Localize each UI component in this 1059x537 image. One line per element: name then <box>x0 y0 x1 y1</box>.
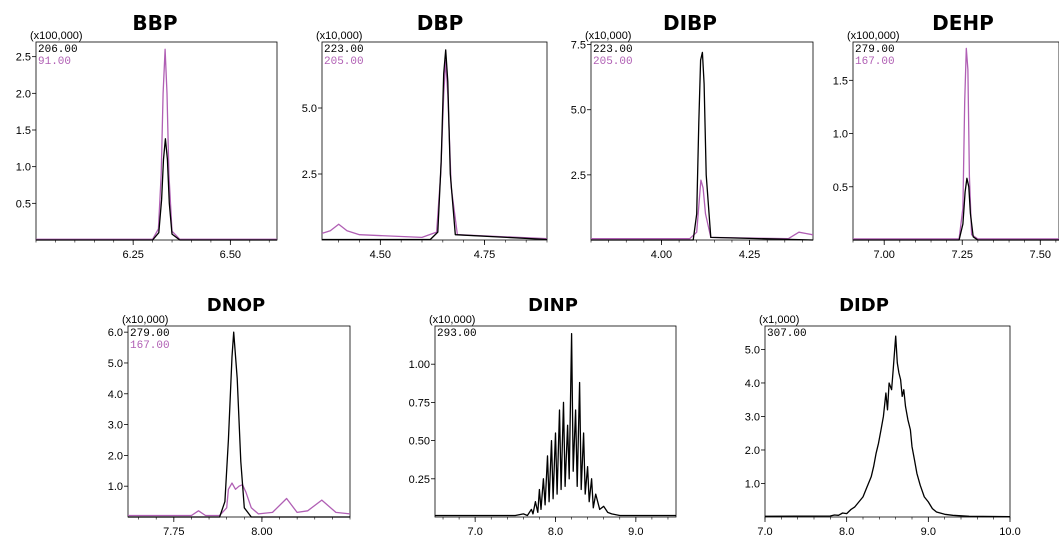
bbp-ion-label: 206.00 <box>38 44 78 56</box>
dibp-title: DIBP <box>663 11 717 35</box>
dnop-trace-purple <box>128 482 351 517</box>
dinp-ytick-label: 0.75 <box>409 397 430 409</box>
dnop-title: DNOP <box>207 295 266 316</box>
didp-multiplier: (x1,000) <box>759 314 799 326</box>
dibp-ytick-label: 5.0 <box>571 105 586 117</box>
dinp-xtick-label: 8.0 <box>548 526 563 537</box>
dehp-ytick-label: 1.5 <box>833 75 848 87</box>
dnop-ytick-label: 1.0 <box>108 481 123 493</box>
dibp-xtick-label: 4.25 <box>739 249 760 261</box>
dbp-xtick-label: 4.50 <box>370 249 391 261</box>
dinp-ytick-label: 1.00 <box>409 359 430 371</box>
dbp-ion-label: 223.00 <box>324 44 364 56</box>
dibp-ytick-label: 7.5 <box>571 40 586 52</box>
dibp-trace-black <box>591 51 814 241</box>
dbp-ion-label: 205.00 <box>324 56 364 68</box>
dbp-ytick-label: 5.0 <box>302 103 317 115</box>
dinp-ytick-label: 0.25 <box>409 474 430 486</box>
dehp-ion-label: 279.00 <box>855 44 895 56</box>
dnop-ytick-label: 5.0 <box>108 358 123 370</box>
dinp-multiplier: (x10,000) <box>429 314 475 326</box>
didp-xtick-label: 9.0 <box>921 526 936 537</box>
dbp-plot-frame <box>321 41 548 241</box>
dehp-ion-label: 167.00 <box>855 56 895 68</box>
dinp-ion-label: 293.00 <box>437 328 477 340</box>
dibp-multiplier: (x10,000) <box>585 30 631 42</box>
dbp-trace-purple <box>321 59 548 240</box>
dehp-xtick-label: 7.25 <box>952 249 973 261</box>
dibp-xtick-label: 4.00 <box>651 249 672 261</box>
dehp-plot-frame <box>852 41 1059 241</box>
bbp-multiplier: (x100,000) <box>30 30 83 42</box>
didp-ytick-label: 3.0 <box>745 411 760 423</box>
bbp-ytick-label: 2.0 <box>16 88 31 100</box>
dnop-ytick-label: 4.0 <box>108 389 123 401</box>
dehp-ytick-label: 0.5 <box>833 182 848 194</box>
dbp-title: DBP <box>417 11 464 35</box>
bbp-trace-black <box>36 138 277 241</box>
bbp-ytick-label: 0.5 <box>16 198 31 210</box>
bbp-ytick-label: 1.0 <box>16 162 31 174</box>
dibp-ytick-label: 2.5 <box>571 170 586 182</box>
dehp-xtick-label: 7.00 <box>874 249 895 261</box>
didp-xtick-label: 10.0 <box>999 526 1020 537</box>
bbp-ytick-label: 1.5 <box>16 125 31 137</box>
dnop-xtick-label: 8.00 <box>251 526 272 537</box>
dnop-ytick-label: 2.0 <box>108 450 123 462</box>
dnop-ion-label: 279.00 <box>130 328 170 340</box>
didp-ytick-label: 1.0 <box>745 478 760 490</box>
dnop-ytick-label: 6.0 <box>108 327 123 339</box>
dehp-xtick-label: 7.50 <box>1030 249 1051 261</box>
dinp-xtick-label: 7.0 <box>468 526 483 537</box>
dehp-multiplier: (x100,000) <box>847 30 900 42</box>
didp-title: DIDP <box>839 295 889 316</box>
didp-trace-black <box>764 335 1011 518</box>
dbp-ytick-label: 2.5 <box>302 169 317 181</box>
dnop-ytick-label: 3.0 <box>108 420 123 432</box>
dehp-title: DEHP <box>932 11 994 35</box>
dehp-trace-black <box>853 177 1059 241</box>
dehp-ytick-label: 1.0 <box>833 129 848 141</box>
dibp-plot-frame <box>590 41 814 241</box>
dehp-trace-purple <box>853 47 1059 240</box>
bbp-title: BBP <box>132 11 177 35</box>
dnop-xtick-label: 7.75 <box>163 526 184 537</box>
dinp-title: DINP <box>528 295 578 316</box>
didp-ion-label: 307.00 <box>767 328 807 340</box>
dnop-trace-black <box>128 331 350 518</box>
didp-ytick-label: 5.0 <box>745 344 760 356</box>
dnop-plot-frame <box>127 325 351 518</box>
bbp-trace-purple <box>36 48 277 240</box>
dibp-ion-label: 205.00 <box>593 56 633 68</box>
dbp-multiplier: (x10,000) <box>316 30 362 42</box>
bbp-ion-label: 91.00 <box>38 56 71 68</box>
didp-ytick-label: 4.0 <box>745 378 760 390</box>
didp-xtick-label: 7.0 <box>757 526 772 537</box>
dnop-multiplier: (x10,000) <box>122 314 168 326</box>
dinp-xtick-label: 9.0 <box>628 526 643 537</box>
didp-xtick-label: 8.0 <box>839 526 854 537</box>
dbp-xtick-label: 4.75 <box>474 249 495 261</box>
didp-ytick-label: 2.0 <box>745 445 760 457</box>
dinp-ytick-label: 0.50 <box>409 436 430 448</box>
dinp-trace-black <box>435 332 676 517</box>
bbp-ytick-label: 2.5 <box>16 52 31 64</box>
dibp-trace-purple <box>591 179 814 240</box>
bbp-xtick-label: 6.50 <box>220 249 241 261</box>
bbp-xtick-label: 6.25 <box>122 249 143 261</box>
bbp-plot-frame <box>35 41 278 241</box>
dinp-plot-frame <box>434 325 677 518</box>
dnop-ion-label: 167.00 <box>130 340 170 352</box>
dibp-ion-label: 223.00 <box>593 44 633 56</box>
dbp-trace-black <box>322 49 548 241</box>
didp-plot-frame <box>764 325 1011 518</box>
